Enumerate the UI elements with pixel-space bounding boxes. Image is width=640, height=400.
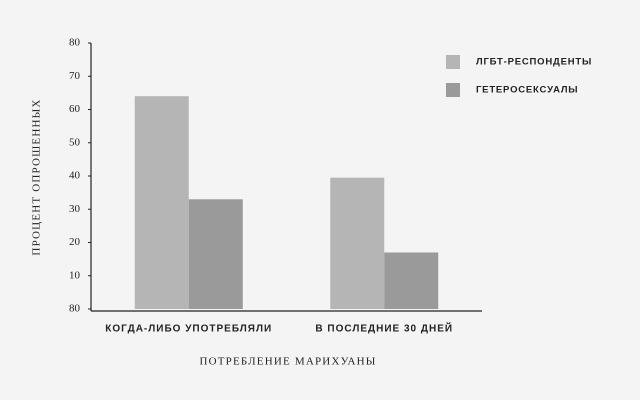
- y-tick-label: 30: [69, 203, 81, 215]
- legend-label: ЛГБТ-РЕСПОНДЕНТЫ: [476, 57, 592, 68]
- y-tick-label: 60: [69, 103, 81, 115]
- legend-swatch: [446, 55, 460, 69]
- y-tick-label: 50: [69, 136, 81, 148]
- y-tick-label: 10: [69, 269, 81, 281]
- bar: [384, 252, 439, 309]
- y-axis-title: ПРОЦЕНТ ОПРОШЕННЫХ: [31, 98, 43, 255]
- y-tick-label: 70: [69, 70, 81, 82]
- legend-swatch: [446, 83, 460, 97]
- y-tick-label: 40: [69, 170, 81, 182]
- x-tick-label: В ПОСЛЕДНИЕ 30 ДНЕЙ: [315, 322, 453, 335]
- y-tick-label: 20: [69, 236, 81, 248]
- bar: [134, 96, 189, 309]
- bar: [330, 177, 385, 309]
- x-axis-title: ПОТРЕБЛЕНИЕ МАРИХУАНЫ: [199, 356, 376, 368]
- x-tick-label: КОГДА-ЛИБО УПОТРЕБЛЯЛИ: [105, 324, 272, 335]
- y-tick-label: 80: [69, 37, 81, 49]
- legend-label: ГЕТЕРОСЕКСУАЛЫ: [476, 85, 578, 96]
- bar: [188, 199, 243, 309]
- y-tick-label: 80: [69, 303, 81, 315]
